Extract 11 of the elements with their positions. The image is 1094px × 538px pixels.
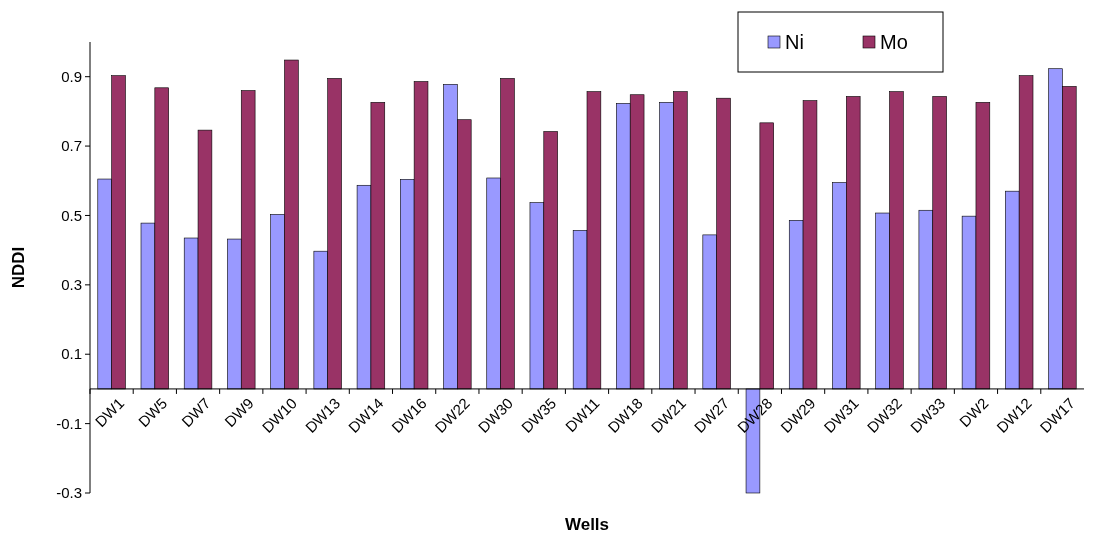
y-tick-label: 0.3: [61, 276, 82, 294]
legend-label: Ni: [785, 31, 804, 53]
legend-label: Mo: [880, 31, 908, 53]
x-axis-title: Wells: [564, 515, 610, 534]
y-tick-label: 0.1: [61, 345, 82, 363]
y-tick-label: -0.1: [56, 414, 82, 432]
y-tick-label: 0.7: [61, 137, 82, 155]
y-tick-label: -0.3: [56, 484, 82, 502]
y-axis-title: NDDI: [9, 246, 28, 289]
y-tick-label: 0.9: [61, 67, 82, 85]
y-tick-label: 0.5: [61, 206, 82, 224]
